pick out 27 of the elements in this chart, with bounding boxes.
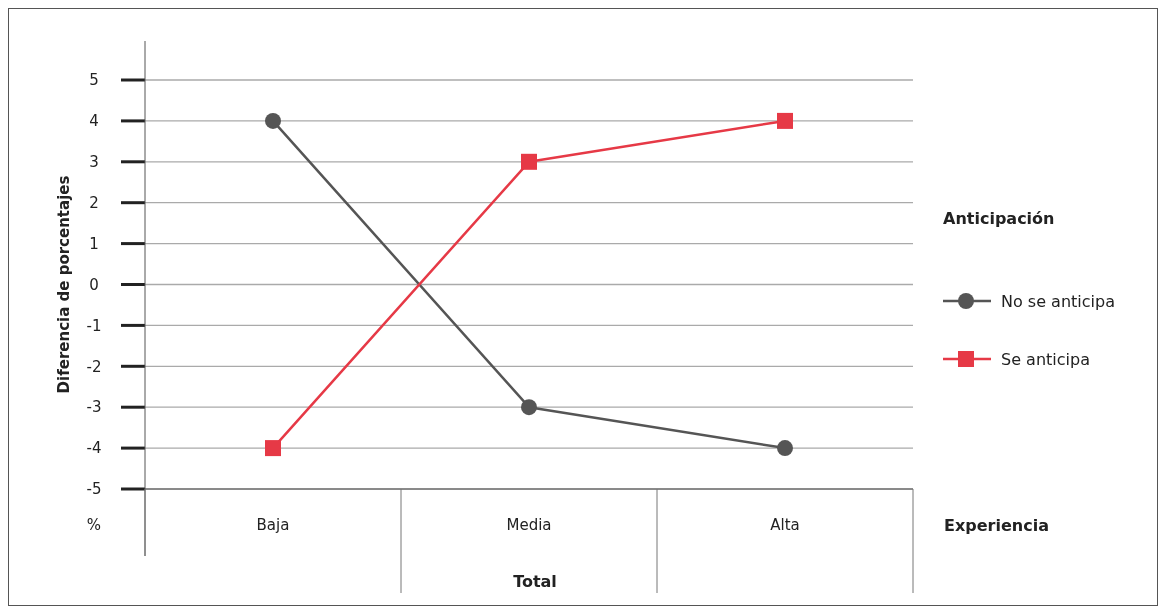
legend-title: Anticipación (943, 208, 1055, 228)
legend-label: No se anticipa (1001, 291, 1115, 311)
x-tick-label: Media (506, 516, 552, 535)
y-tick-label: 5 (89, 71, 99, 90)
y-tick-label: 4 (89, 112, 99, 131)
y-tick-label: -4 (86, 439, 102, 458)
y-tick-label: -5 (86, 480, 102, 499)
y-tick-label: 1 (89, 234, 99, 253)
y-axis-title: Diferencia de porcentajes (55, 175, 74, 394)
point (777, 112, 793, 129)
text: % (86, 516, 102, 535)
point (521, 399, 537, 416)
point (265, 112, 281, 129)
y-tick-label: -2 (86, 357, 102, 376)
x-tick-label: Baja (256, 516, 290, 535)
y-tick-label: 0 (89, 275, 99, 294)
point (521, 153, 537, 170)
point (265, 440, 281, 457)
y-tick-label: 2 (89, 193, 99, 212)
x-axis-title: Experiencia (944, 515, 1049, 535)
y-tick-label: 3 (89, 153, 99, 172)
x-tick-label: Alta (770, 516, 800, 535)
text: Total (513, 571, 557, 591)
point (777, 440, 793, 457)
legend-label: Se anticipa (1001, 349, 1090, 369)
y-tick-label: -1 (86, 316, 102, 335)
y-tick-label: -3 (86, 398, 102, 417)
